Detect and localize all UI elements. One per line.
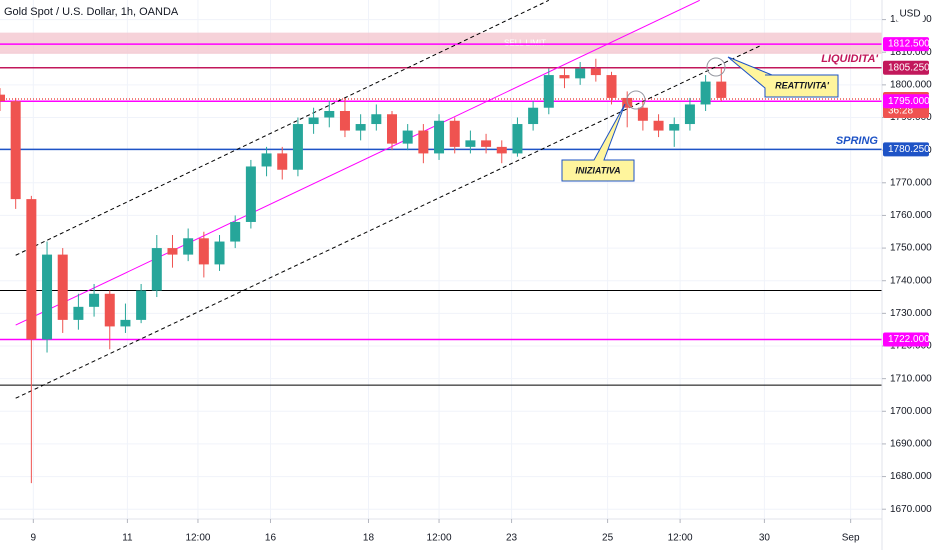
spring-label: SPRING: [836, 135, 879, 147]
candle-body: [183, 238, 194, 255]
callout: [727, 56, 839, 98]
reactivity-label: REATTIVITA': [775, 80, 830, 90]
x-tick-label: 16: [265, 533, 277, 544]
candle-body: [167, 248, 178, 255]
candle-body: [512, 124, 523, 154]
x-tick-label: 12:00: [427, 533, 452, 544]
y-tick-label: 1810.000: [890, 47, 932, 58]
candle-body: [543, 75, 554, 108]
candle-body: [73, 306, 84, 320]
candle-body: [0, 94, 5, 102]
candle-body: [151, 248, 162, 291]
price-badge-label: 1795.000: [888, 96, 930, 107]
candle-body: [198, 238, 209, 265]
x-tick-label: Sep: [842, 533, 860, 544]
currency: USD: [899, 9, 920, 20]
x-tick-label: 12:00: [185, 533, 210, 544]
candle-body: [402, 130, 413, 144]
candle-body: [230, 221, 241, 242]
candle-body: [261, 153, 272, 167]
candle-body: [245, 166, 256, 222]
price-badge: [883, 94, 929, 109]
price-badge: [883, 60, 929, 75]
x-tick-label: 25: [602, 533, 614, 544]
candle-body: [637, 107, 648, 121]
trendline: [15, 0, 550, 256]
candle-body: [528, 107, 539, 125]
countdown: 36:28: [888, 106, 913, 117]
marker-circle: [626, 90, 646, 110]
candle-body: [590, 68, 601, 76]
callout: [561, 103, 635, 182]
y-tick-label: 1800.000: [890, 80, 932, 91]
y-tick-label: 1750.000: [890, 243, 932, 254]
y-tick-label: 1690.000: [890, 439, 932, 450]
candle-body: [653, 120, 664, 131]
y-tick-label: 1770.000: [890, 177, 932, 188]
candle-body: [308, 117, 319, 125]
price-badge-label: 1722.000: [888, 334, 930, 345]
zone-label: SELL LIMIT: [504, 38, 546, 47]
candle-body: [387, 114, 397, 144]
candle-body: [120, 319, 131, 327]
candle-body: [292, 124, 303, 170]
candle-body: [371, 114, 382, 125]
candle-body: [716, 81, 727, 98]
candle-body: [559, 75, 570, 79]
candle-body: [606, 75, 617, 98]
candle-body: [324, 110, 335, 118]
x-tick-label: 11: [122, 533, 133, 544]
x-tick-label: 12:00: [668, 533, 693, 544]
chart-title: Gold Spot / U.S. Dollar, 1h, OANDA: [4, 6, 179, 18]
currency-box: [896, 6, 924, 22]
price-badge-label: 1805.250: [888, 62, 930, 73]
candle-body: [700, 81, 711, 105]
candle-body: [42, 254, 53, 340]
y-tick-label: 1680.000: [890, 471, 932, 482]
candle-body: [104, 293, 115, 327]
candle-body: [26, 199, 37, 340]
liquidity-label: LIQUIDITA': [821, 53, 878, 65]
candle-body: [684, 104, 695, 125]
candle-body: [355, 124, 366, 131]
candle-body: [449, 120, 460, 147]
price-badge-label: 1812.500: [888, 39, 930, 50]
candle-body: [669, 124, 680, 131]
trendline: [15, 0, 700, 326]
candle-body: [434, 120, 445, 154]
sell-zone: [0, 32, 882, 54]
y-tick-label: 1670.000: [890, 504, 932, 515]
price-badge-label: 1780.250: [888, 144, 930, 155]
price-badge: [883, 332, 929, 347]
candle-body: [575, 68, 586, 79]
price-badge: [883, 142, 929, 157]
candle-body: [481, 140, 492, 147]
price-badge: [883, 37, 929, 52]
x-tick-label: 23: [506, 533, 518, 544]
trendline: [15, 45, 761, 399]
y-tick-label: 1740.000: [890, 275, 932, 286]
candle-body: [89, 293, 100, 307]
candle-body: [10, 101, 21, 200]
candle-body: [136, 290, 147, 320]
candle-body: [339, 110, 350, 131]
x-tick-label: 9: [31, 533, 37, 544]
initiative-label: INIZIATIVA: [575, 165, 620, 175]
x-tick-label: 18: [363, 533, 375, 544]
y-tick-label: 1760.000: [890, 210, 932, 221]
y-tick-label: 1730.000: [890, 308, 932, 319]
candle-body: [214, 241, 225, 265]
y-tick-label: 1700.000: [890, 406, 932, 417]
candle-body: [465, 140, 476, 147]
marker-circle: [706, 57, 726, 77]
candle-body: [496, 146, 507, 154]
candle-body: [277, 153, 288, 170]
x-tick-label: 30: [759, 533, 771, 544]
candle-body: [57, 254, 68, 320]
candle-body: [418, 130, 429, 154]
y-tick-label: 1710.000: [890, 373, 932, 384]
